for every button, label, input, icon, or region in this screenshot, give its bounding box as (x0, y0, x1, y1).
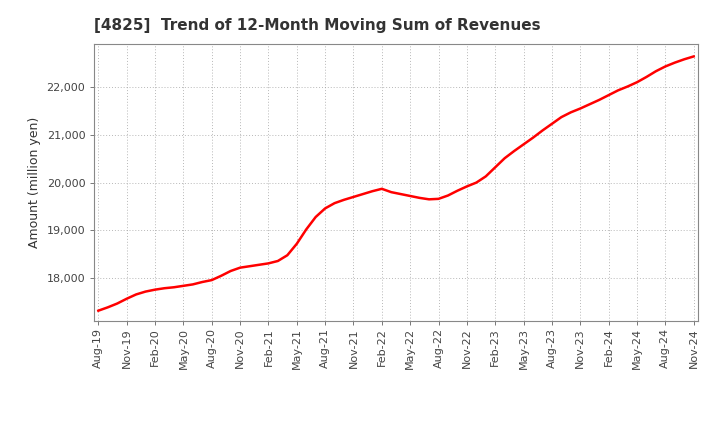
Text: [4825]  Trend of 12-Month Moving Sum of Revenues: [4825] Trend of 12-Month Moving Sum of R… (94, 18, 540, 33)
Y-axis label: Amount (million yen): Amount (million yen) (28, 117, 41, 248)
